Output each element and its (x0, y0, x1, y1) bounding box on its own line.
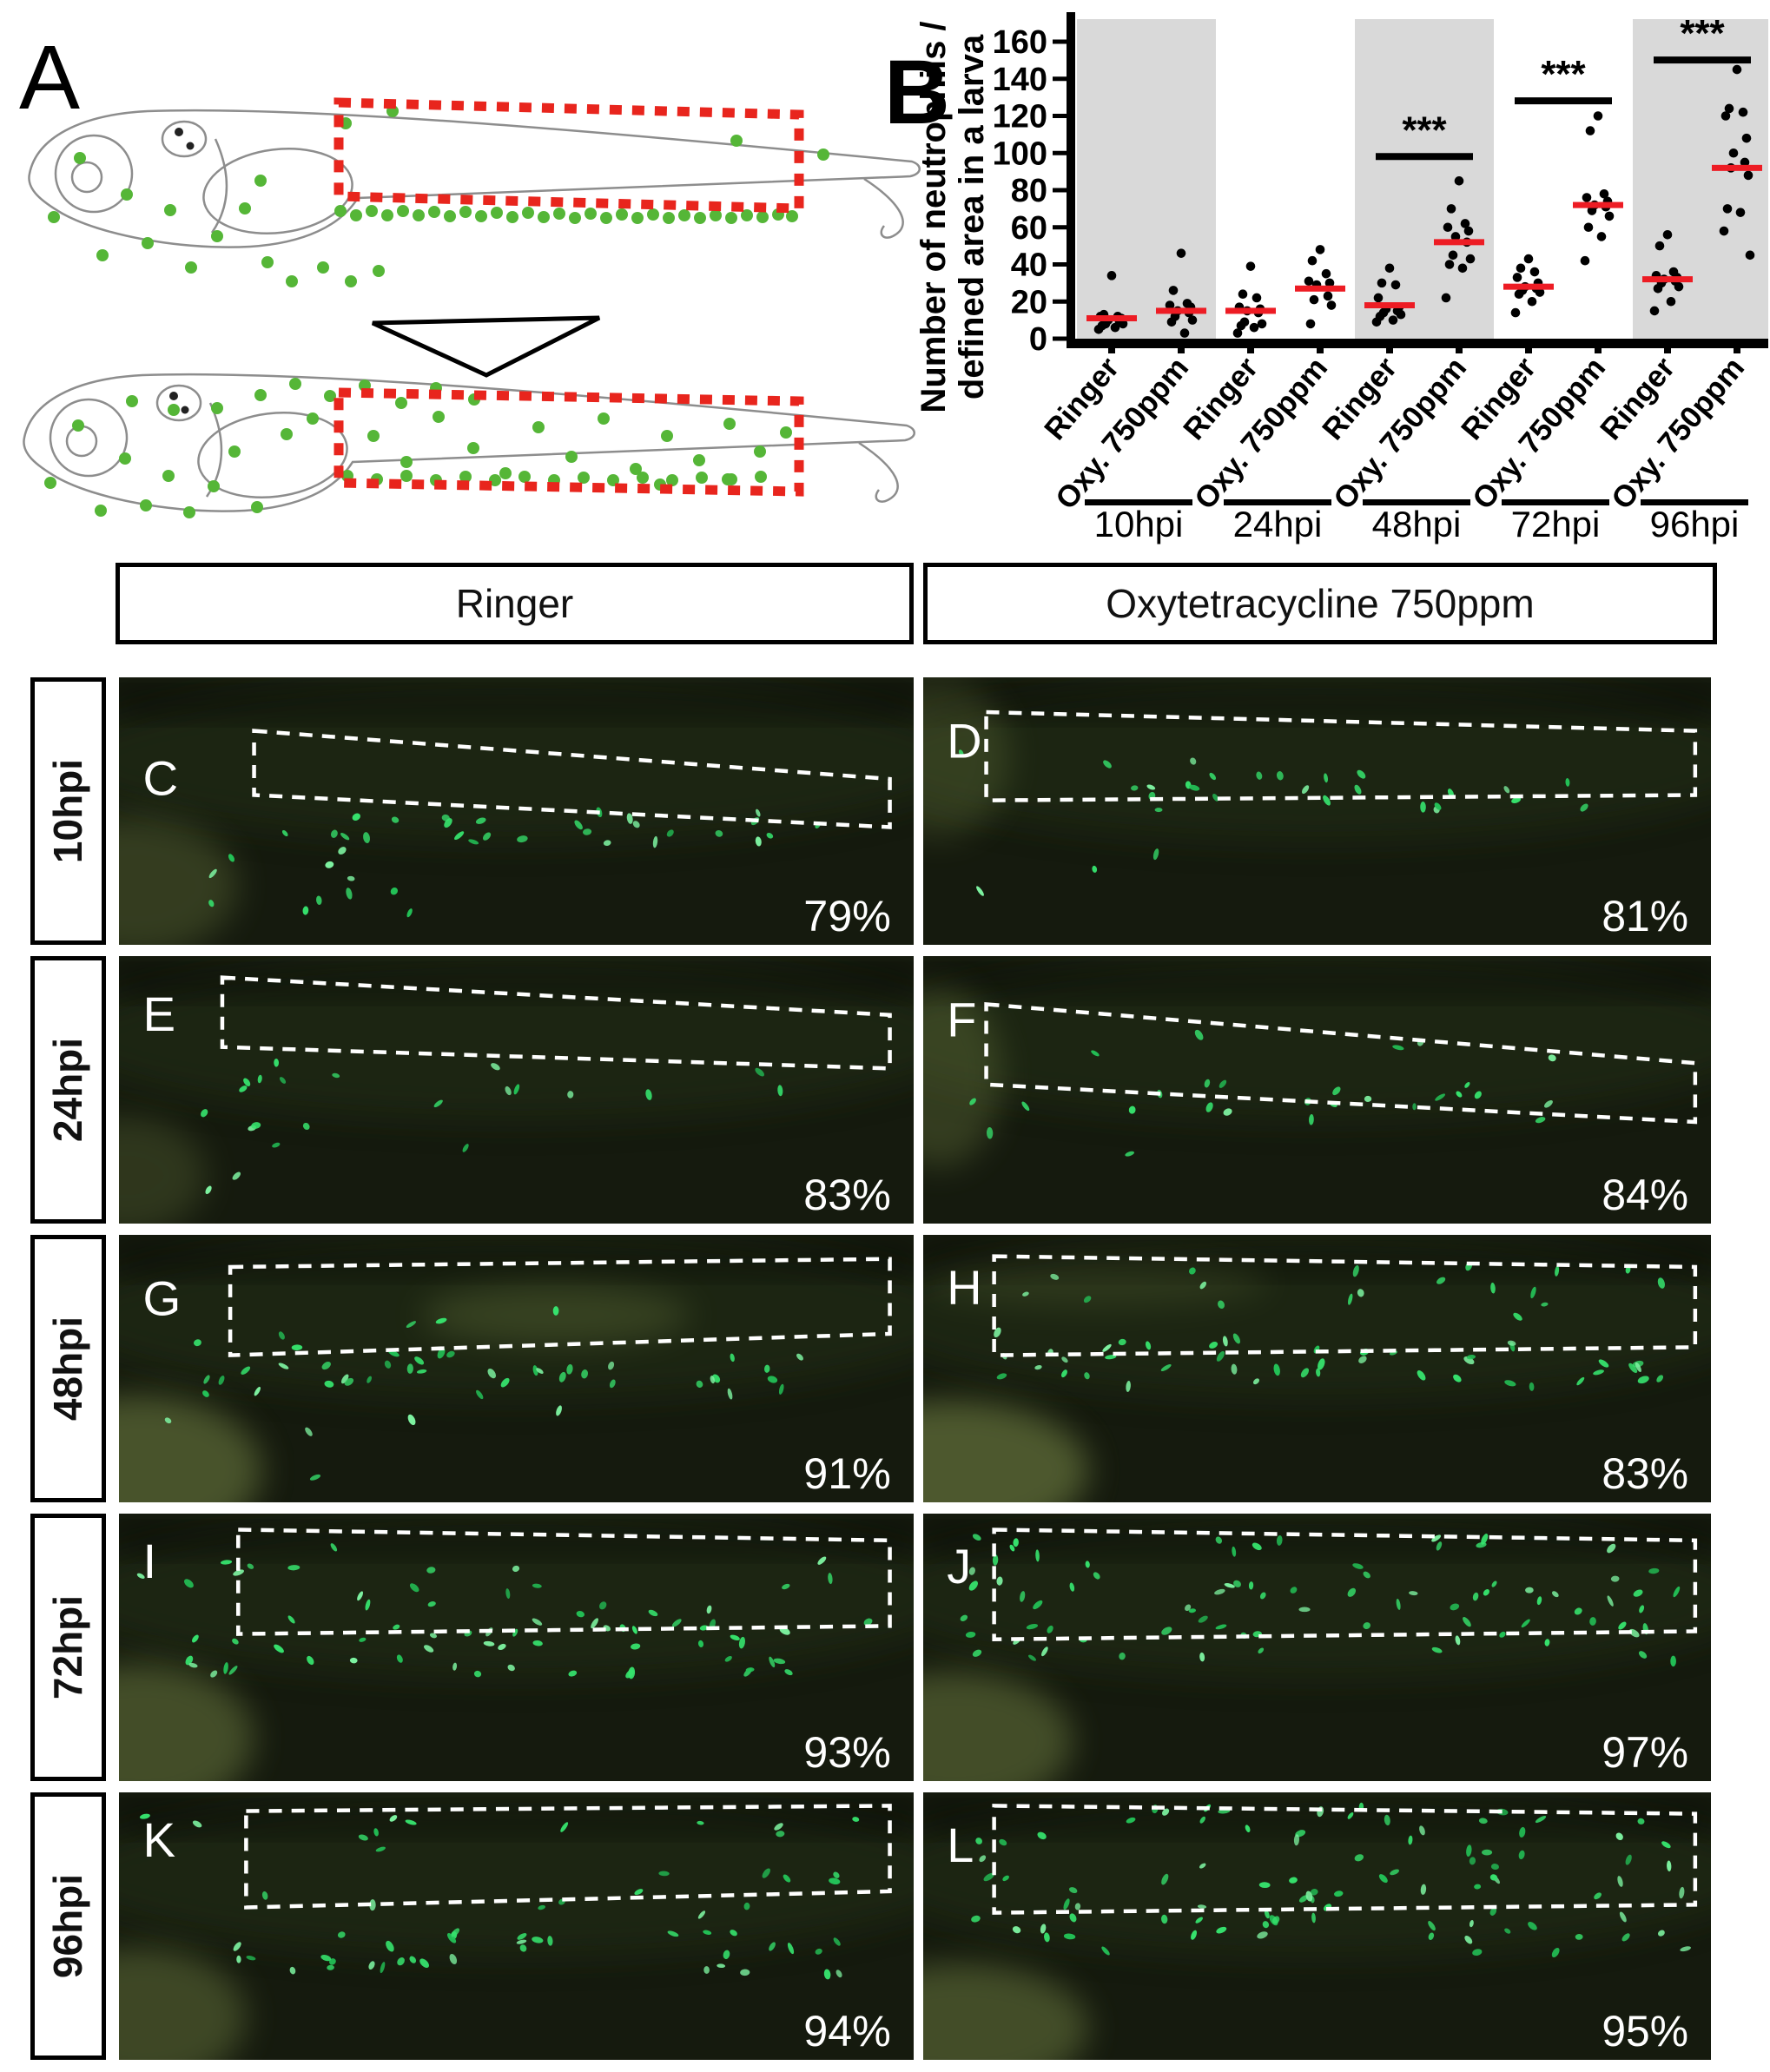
row-label-48hpi: 48hpi (30, 1235, 106, 1502)
svg-text:***: *** (1680, 12, 1725, 55)
roi-dashed-rect (228, 1257, 892, 1357)
svg-text:10hpi: 10hpi (1094, 504, 1184, 544)
row-label-text: 48hpi (45, 1316, 91, 1422)
row-label-10hpi: 10hpi (30, 677, 106, 945)
fluorescent-cells (201, 1058, 783, 1195)
svg-text:80: 80 (1011, 173, 1047, 209)
micrograph-k: K 94% (119, 1792, 914, 2060)
percent-label: 97% (1602, 1728, 1688, 1777)
fluorescent-cells (164, 1306, 803, 1481)
roi-dashed-rect (992, 1254, 1698, 1357)
column-header-label: Oxytetracycline 750ppm (1106, 581, 1535, 626)
percent-label: 93% (803, 1728, 891, 1777)
column-header-label: Ringer (455, 581, 574, 626)
roi-dashed-rect (252, 729, 892, 829)
svg-text:100: 100 (993, 135, 1047, 172)
roi-dashed-rect (220, 975, 892, 1071)
row-label-96hpi: 96hpi (30, 1792, 106, 2060)
panel-letter: K (142, 1812, 175, 1867)
row-label-text: 96hpi (45, 1873, 91, 1979)
percent-label: 83% (1602, 1449, 1688, 1498)
roi-dashed-rect (984, 1001, 1698, 1125)
percent-label: 94% (803, 2007, 891, 2056)
svg-text:***: *** (1541, 53, 1586, 96)
panel-letter: C (142, 751, 178, 806)
panel-b-chart: B Number of neutrophils / defined area i… (884, 12, 1768, 544)
fluorescent-cells (139, 1813, 860, 1980)
svg-text:72hpi: 72hpi (1511, 504, 1601, 544)
panel-letter: E (142, 987, 175, 1041)
row-label-text: 10hpi (45, 758, 91, 864)
svg-text:48hpi: 48hpi (1372, 504, 1462, 544)
micrograph-h: H 83% (923, 1235, 1711, 1502)
roi-dashed-rect (235, 1528, 892, 1636)
panel-letter: F (947, 992, 976, 1046)
roi-dashed-rect (992, 1804, 1698, 1915)
panel-letter: G (142, 1271, 181, 1326)
roi-dashed-rect (992, 1528, 1698, 1642)
svg-text:0: 0 (1029, 321, 1047, 358)
y-axis-label-line2: defined area in a larva (953, 34, 991, 399)
svg-text:40: 40 (1011, 247, 1047, 284)
svg-text:120: 120 (993, 99, 1047, 135)
svg-text:60: 60 (1011, 210, 1047, 247)
panel-a-schematic: A (19, 27, 921, 518)
percent-label: 84% (1602, 1171, 1688, 1219)
micrograph-i: I 93% (119, 1514, 914, 1781)
panel-a-label: A (19, 27, 80, 129)
panel-letter: H (947, 1260, 981, 1315)
svg-text:20: 20 (1011, 284, 1047, 320)
fluorescent-cells (958, 749, 1588, 896)
svg-text:***: *** (1402, 109, 1447, 151)
panel-b-label: B (884, 42, 950, 143)
column-header-oxytetracycline: Oxytetracycline 750ppm (923, 563, 1717, 644)
percent-label: 95% (1602, 2007, 1688, 2056)
roi-dashed-rect (244, 1804, 892, 1910)
y-axis-label-line1: Number of neutrophils / (915, 21, 953, 412)
neutrophil-dots-top (48, 105, 829, 287)
panel-letter: J (947, 1539, 971, 1594)
micrograph-f: F 84% (923, 956, 1711, 1224)
fluorescent-cells (136, 1543, 873, 1679)
roi-rect-bottom (334, 387, 804, 497)
micrograph-g: G 91% (119, 1235, 914, 1502)
transition-arrow (371, 315, 601, 378)
panel-letter: L (947, 1818, 974, 1872)
fish-top (28, 109, 921, 248)
percent-label: 83% (803, 1171, 891, 1219)
column-header-ringer: Ringer (116, 563, 914, 644)
percent-label: 91% (803, 1449, 891, 1498)
svg-text:160: 160 (993, 24, 1047, 61)
micrograph-d: D 81% (923, 677, 1711, 945)
percent-label: 81% (1602, 892, 1688, 940)
row-label-72hpi: 72hpi (30, 1514, 106, 1781)
svg-text:140: 140 (993, 62, 1047, 98)
svg-text:96hpi: 96hpi (1650, 504, 1740, 544)
micrograph-l: L 95% (923, 1792, 1711, 2060)
row-label-text: 72hpi (45, 1594, 91, 1700)
svg-text:24hpi: 24hpi (1233, 504, 1323, 544)
percent-label: 79% (803, 892, 891, 940)
panel-letter: D (947, 713, 981, 768)
roi-rect-top (334, 97, 804, 214)
micrograph-e: E 83% (119, 956, 914, 1224)
row-label-24hpi: 24hpi (30, 956, 106, 1224)
roi-dashed-rect (984, 709, 1698, 802)
micrograph-c: C 79% (119, 677, 914, 945)
fluorescent-cells (994, 1261, 1666, 1393)
micrograph-j: J 97% (923, 1514, 1711, 1781)
neutrophil-dots-bottom (44, 378, 792, 518)
fluorescent-cells (960, 1534, 1681, 1667)
panel-letter: I (142, 1534, 156, 1588)
row-label-text: 24hpi (45, 1037, 91, 1143)
